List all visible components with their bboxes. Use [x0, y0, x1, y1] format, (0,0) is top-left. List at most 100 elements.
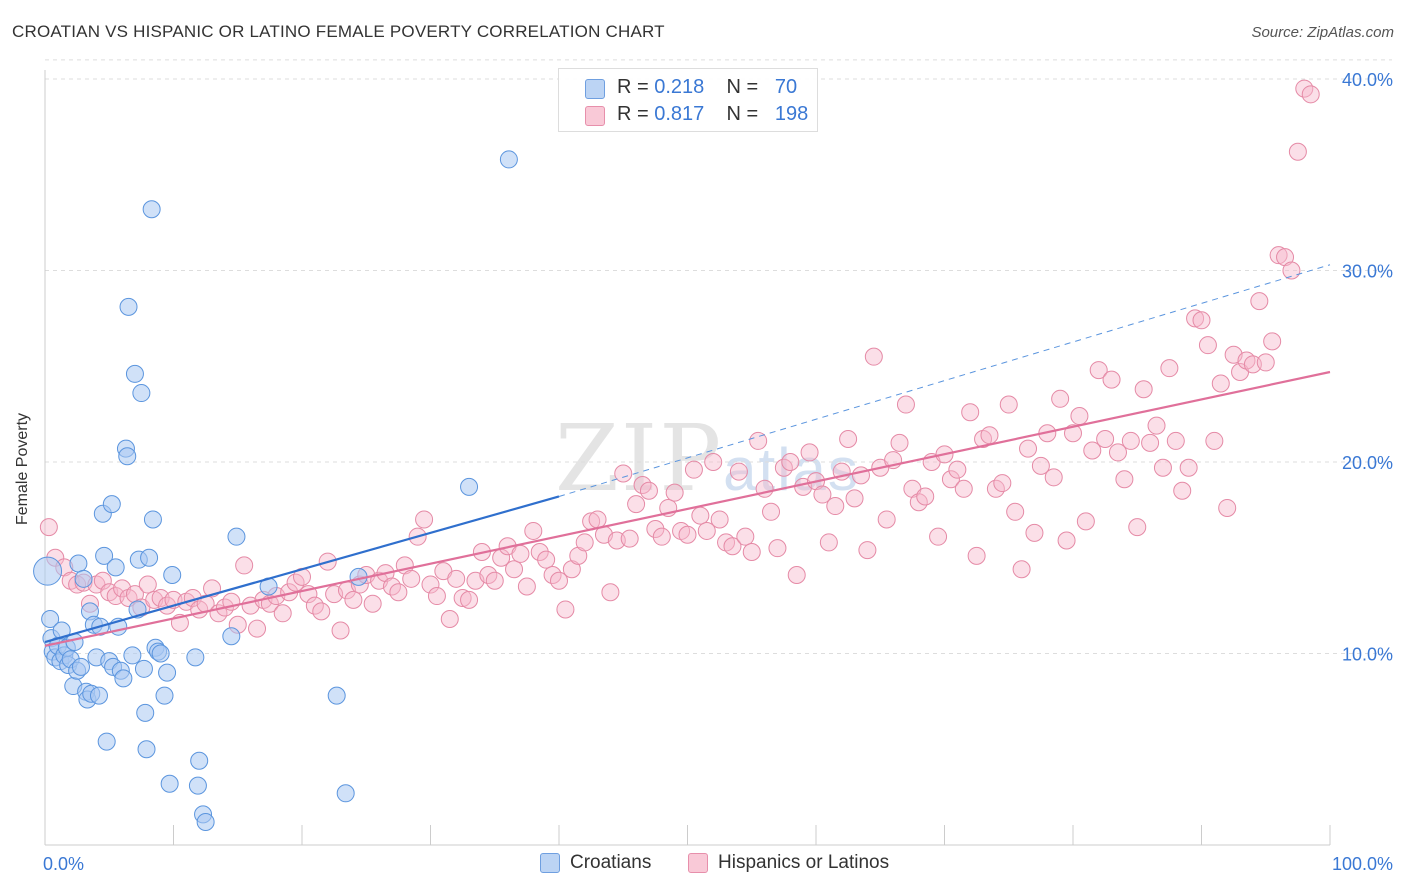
- point-hispanic: [813, 485, 832, 504]
- point-hispanic: [639, 481, 658, 500]
- point-croatian: [132, 384, 151, 403]
- legend-n-value: 198: [774, 103, 809, 125]
- point-croatian: [186, 648, 205, 667]
- point-hispanic: [363, 594, 382, 613]
- point-hispanic: [1121, 431, 1140, 450]
- point-croatian: [125, 364, 144, 383]
- point-hispanic: [684, 460, 703, 479]
- point-croatian: [74, 569, 93, 588]
- point-croatian: [336, 784, 355, 803]
- point-hispanic: [39, 518, 58, 537]
- point-hispanic: [967, 546, 986, 565]
- point-hispanic: [530, 543, 549, 562]
- point-hispanic: [1070, 407, 1089, 426]
- point-hispanic: [929, 527, 948, 546]
- bottom-label-hispanics: Hispanics or Latinos: [718, 852, 890, 873]
- point-hispanic: [517, 577, 536, 596]
- legend-r-value: 0.817: [654, 103, 705, 125]
- point-croatian: [102, 495, 121, 514]
- point-hispanic: [1198, 336, 1217, 355]
- legend-n-label: N =: [726, 103, 759, 125]
- point-hispanic: [1089, 361, 1108, 380]
- point-croatian: [41, 610, 60, 629]
- point-croatian: [136, 703, 155, 722]
- point-hispanic: [877, 510, 896, 529]
- point-hispanic: [331, 621, 350, 640]
- y-tick-label: 30.0%: [1342, 262, 1393, 282]
- point-hispanic: [697, 521, 716, 540]
- point-hispanic: [1153, 458, 1172, 477]
- point-croatian: [33, 556, 63, 586]
- legend-swatch-hispanics: [585, 106, 605, 126]
- point-hispanic: [954, 479, 973, 498]
- point-hispanic: [678, 525, 697, 544]
- x-tick-label: 100.0%: [1332, 854, 1393, 874]
- trendline-hispanic: [44, 370, 1331, 647]
- point-croatian: [460, 477, 479, 496]
- point-hispanic: [421, 575, 440, 594]
- point-hispanic: [1031, 456, 1050, 475]
- point-hispanic: [762, 502, 781, 521]
- point-hispanic: [1025, 523, 1044, 542]
- point-hispanic: [710, 510, 729, 529]
- point-hispanic: [665, 483, 684, 502]
- point-croatian: [71, 657, 90, 676]
- point-hispanic: [235, 556, 254, 575]
- point-hispanic: [1134, 380, 1153, 399]
- point-hispanic: [273, 604, 292, 623]
- point-hispanic: [916, 487, 935, 506]
- point-hispanic: [575, 533, 594, 552]
- point-croatian: [155, 686, 174, 705]
- point-hispanic: [460, 590, 479, 609]
- trendline-croatian-extension: [558, 264, 1331, 497]
- point-hispanic: [511, 544, 530, 563]
- point-croatian: [196, 813, 215, 832]
- point-croatian: [227, 527, 246, 546]
- point-croatian: [499, 150, 518, 169]
- point-hispanic: [1250, 292, 1269, 311]
- point-hispanic: [800, 443, 819, 462]
- point-hispanic: [845, 489, 864, 508]
- point-croatian: [137, 740, 156, 759]
- point-croatian: [97, 732, 116, 751]
- point-hispanic: [1211, 374, 1230, 393]
- point-hispanic: [588, 510, 607, 529]
- legend-swatch-croatians: [585, 79, 605, 99]
- point-hispanic: [1205, 431, 1224, 450]
- point-hispanic: [1108, 443, 1127, 462]
- point-hispanic: [691, 506, 710, 525]
- point-hispanic: [1282, 261, 1301, 280]
- point-hispanic: [138, 575, 157, 594]
- point-hispanic: [1012, 560, 1031, 579]
- point-croatian: [89, 686, 108, 705]
- point-croatian: [158, 663, 177, 682]
- point-croatian: [119, 297, 138, 316]
- point-hispanic: [550, 571, 568, 590]
- bottom-swatch-hispanics: [688, 853, 708, 873]
- point-hispanic: [402, 569, 421, 588]
- source-label: Source: ZipAtlas.com: [1251, 24, 1394, 41]
- point-hispanic: [1256, 353, 1275, 372]
- point-hispanic: [787, 565, 806, 584]
- point-croatian: [123, 646, 142, 665]
- point-hispanic: [1269, 246, 1288, 265]
- legend-text-croatians: R = 0.218 N = 70: [617, 76, 797, 99]
- point-hispanic: [646, 520, 665, 539]
- point-hispanic: [896, 395, 915, 414]
- legend-n-value: 70: [774, 76, 798, 98]
- point-hispanic: [1128, 518, 1147, 537]
- correlation-legend: R = 0.218 N = 70 R = 0.817 N = 198: [558, 68, 818, 132]
- legend-r-label: R =: [617, 103, 649, 125]
- point-hispanic: [858, 541, 877, 560]
- point-hispanic: [980, 426, 999, 445]
- point-hispanic: [620, 529, 639, 548]
- point-hispanic: [524, 521, 543, 540]
- point-croatian: [222, 627, 241, 646]
- point-hispanic: [1160, 359, 1179, 378]
- legend-r-label: R =: [617, 76, 649, 98]
- point-croatian: [188, 776, 207, 795]
- point-croatian: [134, 659, 153, 678]
- point-croatian: [151, 644, 170, 663]
- point-croatian: [142, 200, 161, 219]
